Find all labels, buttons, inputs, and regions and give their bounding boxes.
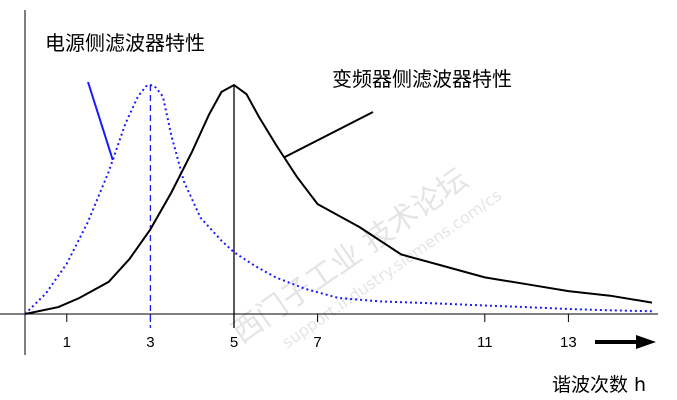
x-ticks: 1 3 5 7 11 13 [63,314,577,351]
series-line-1 [24,83,653,315]
x-tick-label-3: 3 [146,334,154,351]
series-layer [24,83,653,328]
x-tick-label-7: 7 [313,334,321,351]
x-tick-label-5: 5 [230,334,238,351]
svg-text:西门子工业 技术论坛: 西门子工业 技术论坛 [226,162,475,351]
series-line-0 [24,83,653,315]
series-label-source: 电源侧滤波器特性 [45,31,205,55]
annotation-leader-1 [283,111,374,159]
annotation-layer [87,81,374,161]
annotation-leader-0 [87,81,114,161]
series-label-inverter: 变频器侧滤波器特性 [332,67,512,91]
x-tick-label-11: 11 [477,334,493,351]
x-tick-label-1: 1 [63,334,71,351]
x-axis-arrow [595,335,656,349]
watermark: 西门子工业 技术论坛 support.industry.siemens.com/… [226,162,505,352]
x-axis-label: 谐波次数 h [552,374,646,396]
x-tick-label-13: 13 [560,334,577,351]
